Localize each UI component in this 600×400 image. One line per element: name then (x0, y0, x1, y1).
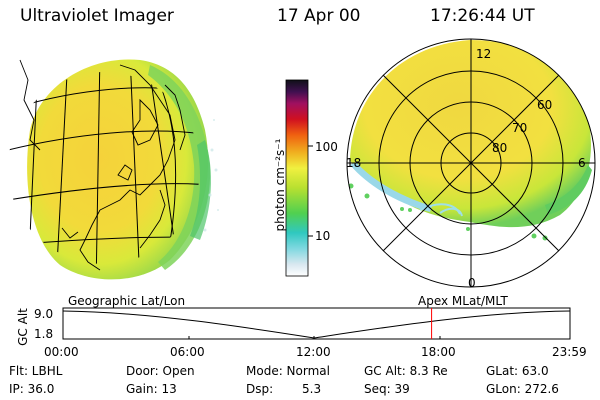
colorbar-tick-100: 100 (315, 140, 338, 154)
geographic-longitude-status: GLon: 272.6 (486, 382, 559, 396)
mlt-label-6: 6 (578, 156, 586, 170)
mlt-label-0: 0 (468, 276, 476, 290)
geographic-coords-label: Geographic Lat/Lon (68, 294, 186, 308)
orbit-x-tick-1: 06:00 (170, 345, 205, 359)
orbit-x-tick-3: 18:00 (421, 345, 456, 359)
mlat-label-80: 80 (492, 141, 508, 155)
apex-coords-label: Apex MLat/MLT (418, 294, 508, 308)
mlt-label-12: 12 (476, 47, 492, 61)
geographic-latitude-status: GLat: 63.0 (486, 364, 549, 378)
dsp-label: Dsp: (246, 382, 274, 396)
colorbar-tick-10: 10 (315, 229, 331, 243)
orbit-x-tick-0: 00:00 (44, 345, 79, 359)
date-label: 17 Apr 00 (277, 6, 361, 26)
orbit-x-tick-4: 23:59 (552, 345, 587, 359)
mlat-label-60: 60 (537, 98, 553, 112)
orbit-x-tick-2: 12:00 (296, 345, 331, 359)
mode-status: Mode: Normal (246, 364, 330, 378)
sequence-status: Seq: 39 (364, 382, 410, 396)
gc-altitude-status: GC Alt: 8.3 Re (364, 364, 448, 378)
mlat-label-70: 70 (512, 121, 528, 135)
time-label: 17:26:44 UT (430, 6, 535, 26)
filter-status: Flt: LBHL (9, 364, 63, 378)
gain-status: Gain: 13 (126, 382, 177, 396)
orbit-y-bottom-label: 1.8 (34, 327, 54, 341)
door-status: Door: Open (126, 364, 195, 378)
orbit-y-top-label: 9.0 (34, 307, 54, 321)
instrument-title: Ultraviolet Imager (20, 6, 174, 26)
mlt-label-18: 18 (346, 156, 362, 170)
ip-status: IP: 36.0 (9, 382, 55, 396)
dsp-value: 5.3 (302, 382, 322, 396)
